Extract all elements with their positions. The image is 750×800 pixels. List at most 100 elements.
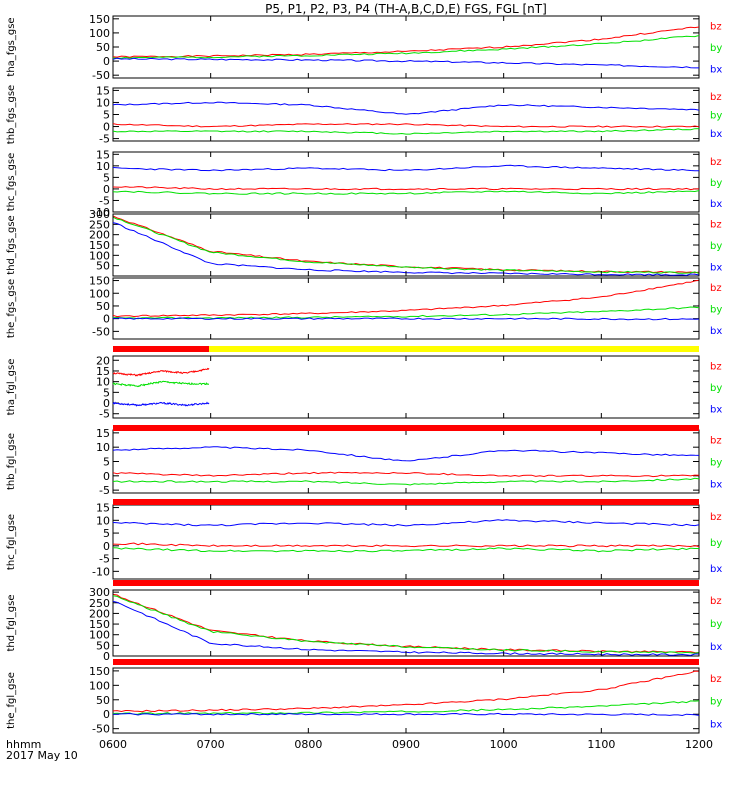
y-tick-label: 100 (89, 249, 110, 262)
y-tick-label: 200 (89, 607, 110, 620)
series-line-bx (112, 401, 210, 407)
y-tick-label: 0 (103, 183, 110, 196)
flag-bar-segment (113, 425, 699, 431)
y-tick-label: -50 (92, 325, 110, 338)
series-line-by (112, 190, 700, 195)
legend-bz: bz (710, 21, 722, 32)
x-axis-label: hhmm (6, 738, 41, 751)
x-tick-label: 0900 (392, 738, 420, 751)
series-line-bx (112, 446, 700, 462)
y-tick-label: 300 (89, 208, 110, 221)
legend-bx: bx (710, 564, 722, 575)
y-tick-label: -50 (92, 723, 110, 736)
y-tick-label: 200 (89, 229, 110, 242)
y-axis-label: the_fgl_gse (6, 672, 17, 729)
flag-bar-segment (113, 580, 699, 586)
y-tick-label: 0 (103, 708, 110, 721)
y-tick-label: 5 (103, 171, 110, 184)
series-line-by (112, 35, 700, 59)
y-tick-label: 15 (96, 427, 110, 440)
y-tick-label: 15 (96, 365, 110, 378)
y-tick-label: 100 (89, 287, 110, 300)
y-axis-label: the_fgs_gse (6, 279, 17, 338)
date-label: 2017 May 10 (6, 749, 78, 762)
series-line-bz (112, 279, 700, 318)
legend-by: by (710, 383, 722, 394)
series-line-by (112, 306, 700, 320)
x-tick-label: 1000 (490, 738, 518, 751)
y-axis-label: thb_fgl_gse (6, 433, 17, 490)
legend-bz: bz (710, 435, 722, 446)
y-tick-label: 5 (103, 456, 110, 469)
y-tick-label: 15 (96, 502, 110, 515)
legend-bx: bx (710, 326, 722, 337)
y-tick-label: 5 (103, 527, 110, 540)
x-tick-label: 0800 (294, 738, 322, 751)
y-tick-label: -50 (92, 69, 110, 82)
y-axis-label: thd_fgs_gse (6, 215, 17, 274)
y-tick-label: 150 (89, 239, 110, 252)
y-tick-label: 50 (96, 639, 110, 652)
legend-bz: bz (710, 512, 722, 523)
y-axis-label: tha_fgl_gse (6, 359, 17, 416)
x-tick-label: 1100 (587, 738, 615, 751)
legend-by: by (710, 305, 722, 316)
flag-bar-segment (113, 346, 210, 352)
flag-bar-segment (209, 346, 700, 352)
panel-frame (112, 429, 700, 494)
legend-by: by (710, 43, 722, 54)
panel-frame (112, 504, 700, 580)
series-line-bz (112, 593, 700, 654)
legend-bx: bx (710, 65, 722, 76)
y-tick-label: 0 (103, 397, 110, 410)
series-line-by (112, 477, 700, 486)
y-tick-label: 5 (103, 109, 110, 122)
legend-bz: bz (710, 92, 722, 103)
y-tick-label: 100 (89, 629, 110, 642)
series-line-bz (112, 123, 700, 128)
y-tick-label: 0 (103, 121, 110, 134)
y-tick-label: 150 (89, 275, 110, 288)
y-tick-label: 10 (96, 514, 110, 527)
series-line-by (112, 700, 700, 715)
series-line-bx (112, 712, 700, 717)
y-axis-label: tha_fgs_gse (6, 17, 17, 76)
series-line-bz (112, 367, 210, 377)
legend-bz: bz (710, 283, 722, 294)
legend-bx: bx (710, 642, 722, 653)
series-line-bx (112, 317, 700, 321)
series-line-bx (112, 101, 700, 115)
legend-bz: bz (710, 674, 722, 685)
flag-bar-segment (113, 499, 699, 505)
legend-bz: bz (710, 219, 722, 230)
y-tick-label: 5 (103, 386, 110, 399)
series-line-by (112, 216, 700, 274)
y-tick-label: 0 (103, 470, 110, 483)
y-tick-label: 10 (96, 376, 110, 389)
y-tick-label: 150 (89, 618, 110, 631)
y-axis-label: thc_fgl_gse (6, 514, 17, 570)
legend-by: by (710, 458, 722, 469)
series-line-bz (112, 471, 700, 478)
y-tick-label: 10 (96, 160, 110, 173)
legend-bz: bz (710, 157, 722, 168)
y-tick-label: 250 (89, 218, 110, 231)
y-tick-label: 0 (103, 55, 110, 68)
y-tick-label: 20 (96, 354, 110, 367)
y-tick-label: 50 (96, 694, 110, 707)
legend-bx: bx (710, 405, 722, 416)
x-tick-label: 0700 (197, 738, 225, 751)
series-line-bx (112, 164, 699, 172)
legend-by: by (710, 538, 722, 549)
y-tick-label: 50 (96, 300, 110, 313)
y-tick-label: 10 (96, 96, 110, 109)
panel-frame (112, 277, 700, 340)
legend-bx: bx (710, 129, 722, 140)
y-tick-label: 250 (89, 597, 110, 610)
y-tick-label: -5 (99, 194, 110, 207)
y-tick-label: 50 (96, 41, 110, 54)
